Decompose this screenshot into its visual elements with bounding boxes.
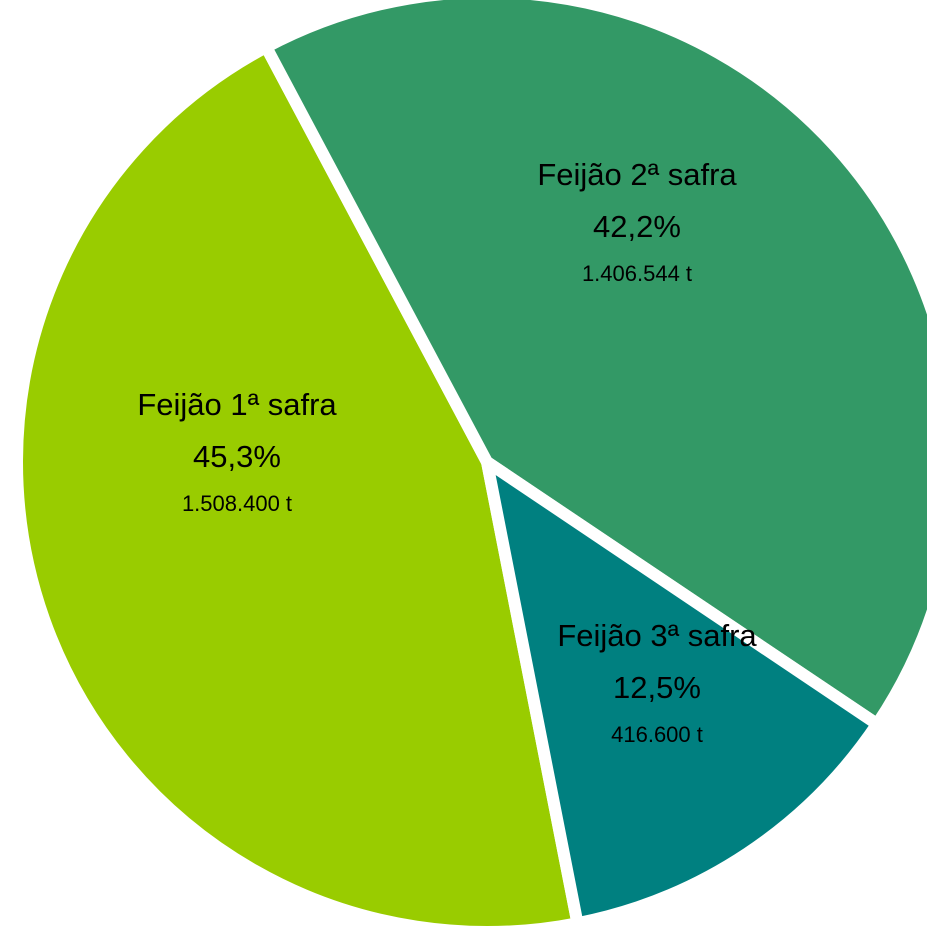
slice-amount: 416.600 t: [611, 722, 703, 747]
pie-slice: [478, 448, 886, 927]
slice-percent: 42,2%: [593, 209, 681, 244]
slice-name: Feijão 2ª safra: [537, 157, 737, 192]
slice-name: Feijão 3ª safra: [557, 618, 757, 653]
slice-percent: 45,3%: [193, 439, 281, 474]
pie-slice: [258, 0, 927, 733]
slice-percent: 12,5%: [613, 670, 701, 705]
slice-amount: 1.508.400 t: [182, 491, 292, 516]
slice-name: Feijão 1ª safra: [137, 387, 337, 422]
slice-amount: 1.406.544 t: [582, 261, 692, 286]
pie-slice: [11, 38, 585, 927]
